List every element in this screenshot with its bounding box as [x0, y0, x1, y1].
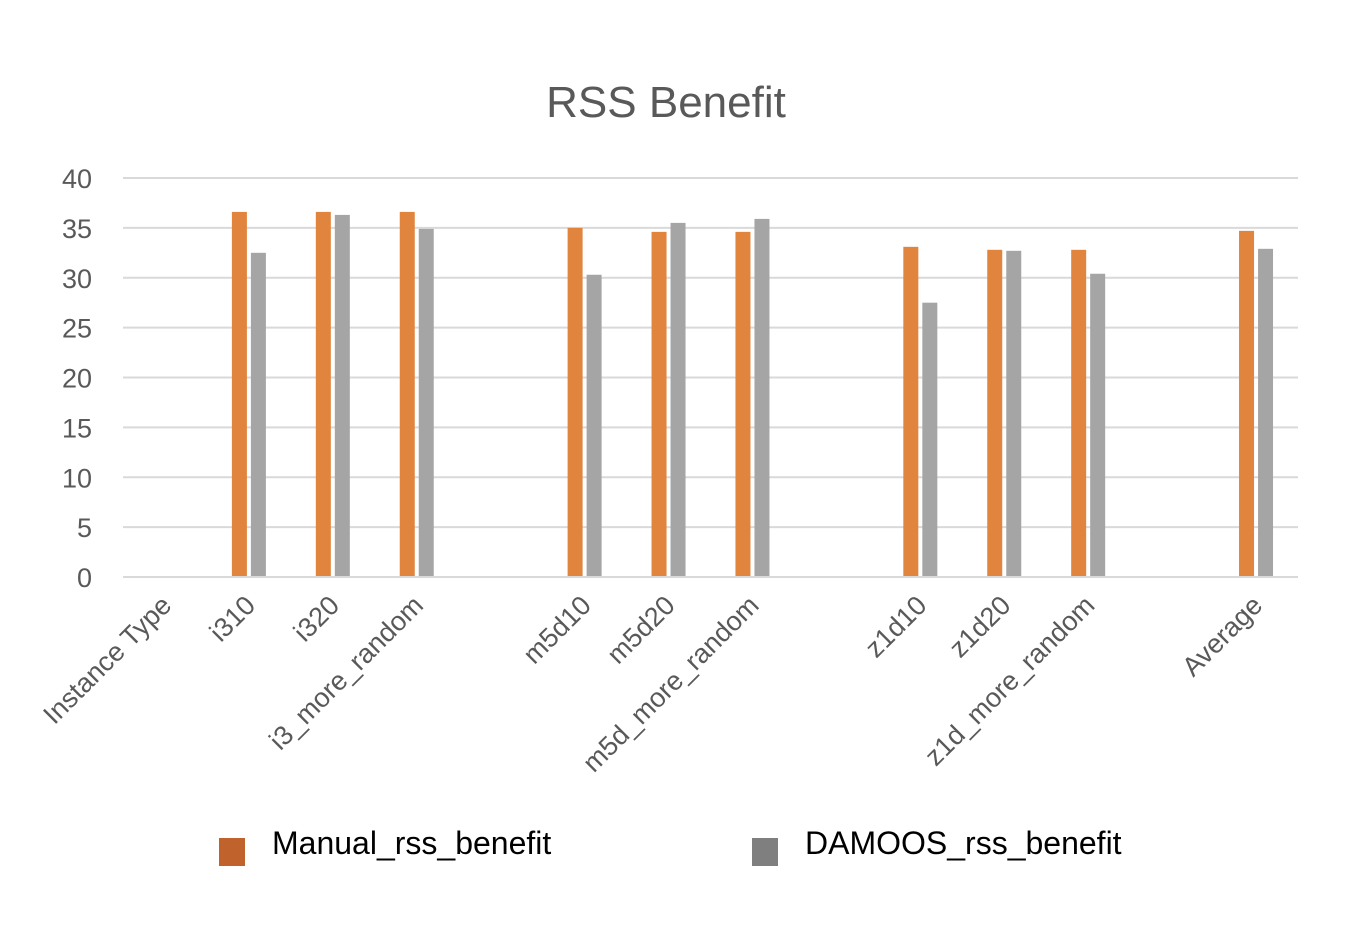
x-tick-label: Instance Type: [37, 590, 177, 730]
bar-manual-rss-benefit: [567, 227, 583, 577]
bar-damoos-rss-benefit: [922, 302, 938, 577]
x-tick-label: i3_more_random: [263, 590, 429, 756]
bar-damoos-rss-benefit: [670, 222, 686, 577]
x-tick-label: i320: [288, 590, 345, 647]
y-tick-label: 20: [62, 364, 92, 394]
legend-swatch: [752, 838, 778, 866]
bar-damoos-rss-benefit: [250, 252, 266, 577]
bar-manual-rss-benefit: [231, 211, 247, 578]
y-tick-label: 35: [62, 214, 92, 244]
bar-damoos-rss-benefit: [586, 274, 602, 577]
y-tick-label: 25: [62, 314, 92, 344]
x-tick-label: m5d20: [601, 590, 681, 670]
legend: Manual_rss_benefit DAMOOS_rss_benefit: [219, 825, 1122, 866]
bar-damoos-rss-benefit: [418, 228, 434, 577]
bar-damoos-rss-benefit: [754, 218, 770, 577]
y-tick-label: 0: [77, 563, 92, 593]
bar-damoos-rss-benefit: [1006, 250, 1022, 577]
gridlines: [123, 177, 1298, 578]
bar-manual-rss-benefit: [399, 211, 415, 578]
legend-swatch: [219, 838, 245, 866]
legend-label: Manual_rss_benefit: [272, 825, 551, 861]
bars: [123, 211, 1298, 578]
x-tick-label: z1d20: [943, 590, 1016, 663]
y-tick-label: 10: [62, 463, 92, 493]
bar-manual-rss-benefit: [315, 211, 331, 578]
bar-manual-rss-benefit: [987, 249, 1003, 577]
x-tick-label: Average: [1176, 590, 1268, 682]
bar-damoos-rss-benefit: [1090, 273, 1106, 577]
bar-manual-rss-benefit: [1239, 230, 1255, 577]
x-tick-label: m5d10: [517, 590, 597, 670]
bar-manual-rss-benefit: [735, 231, 751, 578]
bar-manual-rss-benefit: [903, 246, 919, 577]
bar-damoos-rss-benefit: [1258, 248, 1274, 577]
legend-label: DAMOOS_rss_benefit: [805, 825, 1122, 861]
bar-manual-rss-benefit: [651, 231, 667, 578]
x-tick-label: i310: [204, 590, 261, 647]
bar-manual-rss-benefit: [1071, 249, 1087, 577]
y-axis-tick-labels: 0 5 10 15 20 25 30 35 40: [62, 164, 92, 593]
y-tick-label: 40: [62, 164, 92, 194]
y-tick-label: 30: [62, 264, 92, 294]
y-tick-label: 5: [77, 513, 92, 543]
x-tick-label: z1d10: [859, 590, 932, 663]
y-tick-label: 15: [62, 413, 92, 443]
bar-damoos-rss-benefit: [334, 214, 350, 577]
chart-title: RSS Benefit: [546, 78, 786, 127]
